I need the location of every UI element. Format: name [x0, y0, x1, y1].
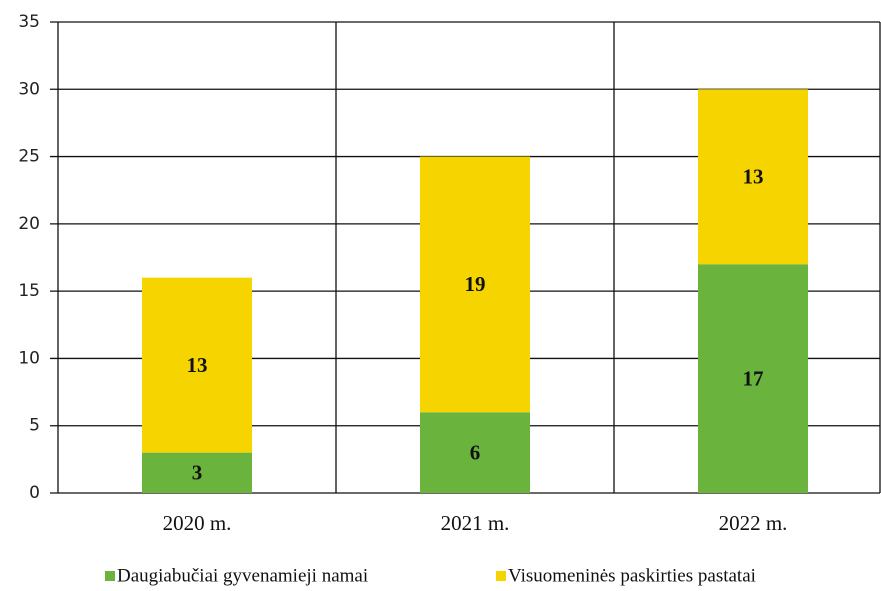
- data-label: 13: [187, 353, 208, 377]
- y-tick-label: 25: [18, 147, 40, 167]
- y-tick-label: 5: [29, 416, 40, 436]
- y-tick-label: 35: [18, 12, 40, 32]
- y-tick-label: 0: [29, 483, 40, 503]
- y-tick-label: 30: [18, 79, 40, 99]
- data-label: 13: [743, 165, 764, 189]
- bar-segment: [142, 277, 252, 453]
- data-label: 17: [743, 366, 764, 390]
- y-tick-label: 20: [18, 214, 40, 234]
- data-label: 19: [465, 272, 486, 296]
- y-tick-label: 15: [18, 281, 40, 301]
- x-tick-label: 2020 m.: [163, 511, 232, 535]
- legend-swatch: [105, 571, 115, 581]
- legend-label: Visuomeninės paskirties pastatai: [508, 565, 756, 586]
- bar-segment: [420, 412, 530, 493]
- bar-segment: [420, 156, 530, 413]
- x-tick-label: 2022 m.: [719, 511, 788, 535]
- x-tick-label: 2021 m.: [441, 511, 510, 535]
- data-label: 3: [192, 461, 203, 485]
- legend-label: Daugiabučiai gyvenamieji namai: [117, 565, 368, 586]
- bar-segment: [698, 89, 808, 265]
- bar-segment: [142, 452, 252, 493]
- legend-swatch: [496, 571, 506, 581]
- data-label: 6: [470, 440, 481, 464]
- bar-segment: [698, 264, 808, 493]
- y-tick-label: 10: [18, 348, 40, 368]
